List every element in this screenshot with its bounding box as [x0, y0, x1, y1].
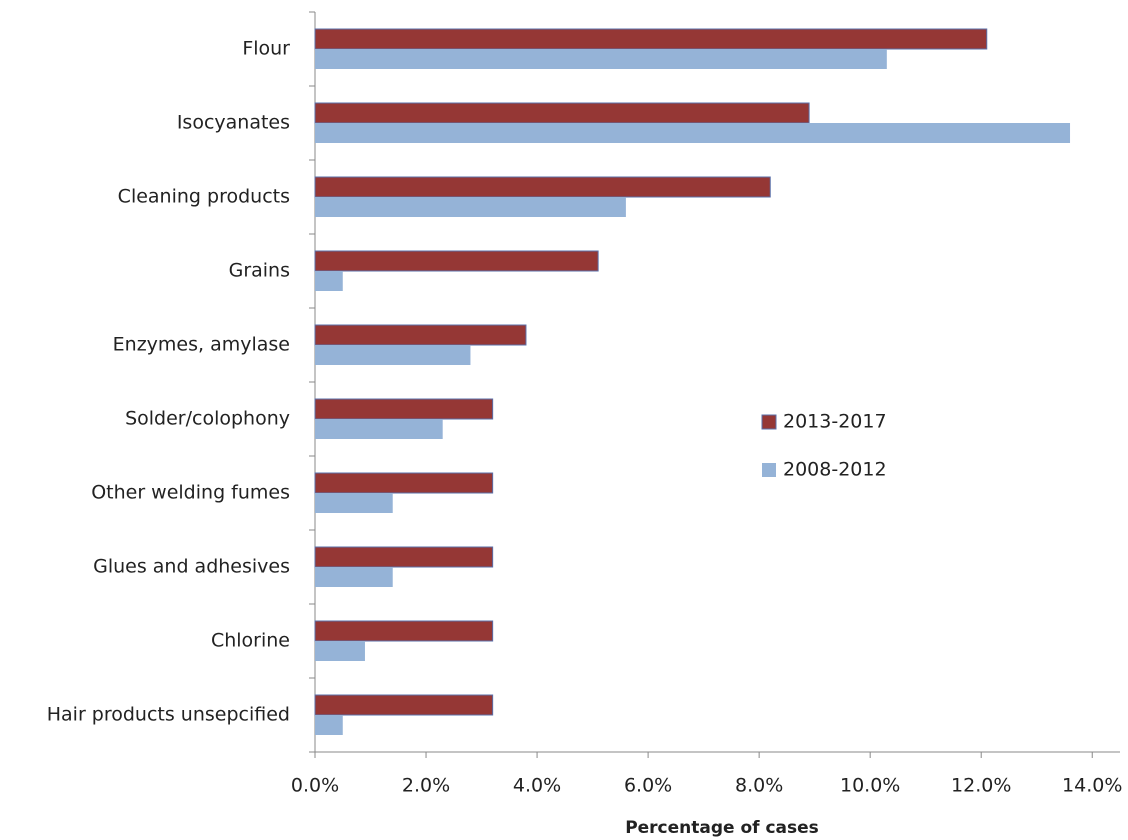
bar — [315, 49, 887, 69]
bar — [315, 197, 626, 217]
bar — [315, 419, 443, 439]
bar — [314, 324, 527, 346]
x-tick-label: 14.0% — [1062, 775, 1122, 797]
x-tick-label: 8.0% — [735, 775, 783, 797]
bar — [314, 102, 810, 124]
bar — [315, 271, 343, 291]
y-tick-label: Flour — [242, 38, 290, 60]
bar — [315, 715, 343, 735]
bar — [314, 28, 988, 50]
y-tick-label: Hair products unsepcified — [47, 704, 290, 726]
bar — [315, 345, 471, 365]
bar — [315, 493, 393, 513]
y-tick-label: Chlorine — [211, 630, 290, 652]
x-tick-label: 0.0% — [291, 775, 339, 797]
y-tick-label: Other welding fumes — [91, 482, 290, 504]
x-tick-label: 12.0% — [951, 775, 1011, 797]
x-axis-title: Percentage of cases — [625, 818, 819, 838]
legend-label: 2008-2012 — [783, 459, 887, 481]
bar — [314, 472, 494, 494]
bar — [314, 620, 494, 642]
y-tick-label: Grains — [229, 260, 290, 282]
legend-swatch — [761, 414, 777, 430]
legend-swatch — [762, 463, 776, 477]
bar — [315, 123, 1071, 143]
bar — [314, 398, 494, 420]
y-tick-label: Solder/colophony — [125, 408, 290, 430]
x-tick-label: 6.0% — [624, 775, 672, 797]
y-tick-label: Enzymes, amylase — [113, 334, 290, 356]
bar — [314, 546, 494, 568]
legend-label: 2013-2017 — [783, 411, 887, 433]
x-tick-label: 2.0% — [402, 775, 450, 797]
bar — [315, 567, 393, 587]
bar — [315, 641, 365, 661]
bar — [314, 694, 494, 716]
x-tick-label: 4.0% — [513, 775, 561, 797]
y-tick-label: Isocyanates — [177, 112, 290, 134]
x-tick-label: 10.0% — [840, 775, 900, 797]
y-tick-label: Cleaning products — [118, 186, 290, 208]
bar — [314, 250, 599, 272]
bar — [314, 176, 771, 198]
y-tick-label: Glues and adhesives — [93, 556, 290, 578]
